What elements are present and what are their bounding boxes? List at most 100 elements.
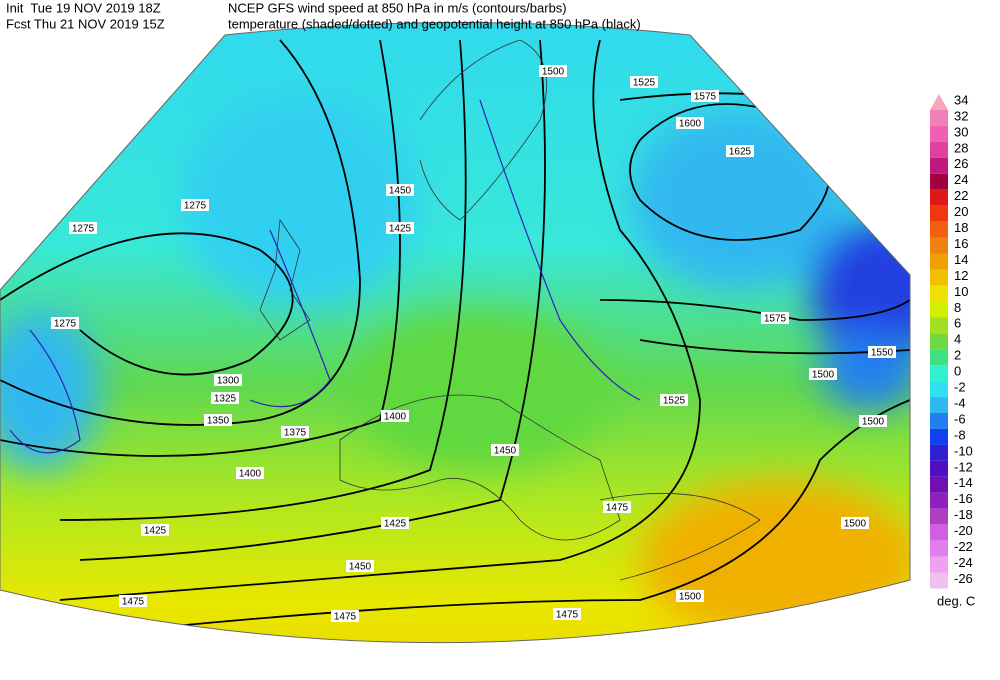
colorbar-label: -6	[954, 411, 966, 426]
colorbar-label: 22	[954, 188, 968, 203]
height-label: 1525	[663, 396, 686, 407]
height-label-bg	[761, 312, 789, 324]
height-label-bg	[726, 145, 754, 157]
height-label: 1625	[729, 147, 752, 158]
colorbar-label: 6	[954, 316, 961, 331]
colorbar-swatch	[930, 157, 948, 174]
colorbar-swatch	[930, 109, 948, 126]
colorbar-swatch	[930, 317, 948, 334]
colorbar-label: 10	[954, 284, 968, 299]
height-label-bg	[181, 199, 209, 211]
colorbar-swatch	[930, 444, 948, 461]
colorbar-label: -16	[954, 491, 973, 506]
height-label-bg	[676, 590, 704, 602]
height-label: 1475	[606, 503, 629, 514]
colorbar-label: 2	[954, 348, 961, 363]
colorbar-swatch	[930, 285, 948, 302]
title: NCEP GFS wind speed at 850 hPa in m/s (c…	[228, 0, 567, 15]
init-time: Init Tue 19 NOV 2019 18Z	[6, 0, 161, 15]
colorbar-label: -22	[954, 539, 973, 554]
forecast-time: Fcst Thu 21 NOV 2019 15Z	[6, 16, 165, 31]
height-label-bg	[386, 184, 414, 196]
height-contours	[0, 39, 910, 641]
colorbar-label: 8	[954, 300, 961, 315]
height-label: 1275	[72, 224, 95, 235]
colorbar-label: -18	[954, 507, 973, 522]
colorbar-swatch	[930, 141, 948, 158]
colorbar-swatch	[930, 428, 948, 445]
height-label: 1450	[389, 186, 412, 197]
height-label: 1500	[844, 519, 867, 530]
height-label-bg	[236, 467, 264, 479]
height-labels: 1275 1275 1275 1300 1325 1350 1375 1400 1400 1425…	[51, 65, 896, 623]
colorbar-label: 28	[954, 140, 968, 155]
height-label-bg	[539, 65, 567, 77]
subtitle: temperature (shaded/dotted) and geopoten…	[228, 16, 641, 31]
height-label: 1575	[764, 314, 787, 325]
height-label: 1400	[384, 412, 407, 423]
height-label-bg	[603, 501, 631, 513]
height-label: 1500	[812, 370, 835, 381]
height-label: 1550	[871, 348, 894, 359]
map-area	[0, 22, 910, 643]
height-label-bg	[204, 414, 232, 426]
colorbar-swatch	[930, 508, 948, 525]
colorbar-swatch	[930, 460, 948, 477]
colorbar-swatch	[930, 221, 948, 238]
colorbar-label: 26	[954, 156, 968, 171]
height-label: 1450	[494, 446, 517, 457]
height-label: 1425	[389, 224, 412, 235]
colorbar-label: -24	[954, 555, 973, 570]
colorbar-label: -14	[954, 475, 973, 490]
height-label: 1500	[862, 417, 885, 428]
colorbar-swatch	[930, 492, 948, 509]
height-label: 1300	[217, 376, 240, 387]
height-label-bg	[141, 524, 169, 536]
height-label: 1525	[633, 78, 656, 89]
colorbar-swatch	[930, 205, 948, 222]
height-label: 1425	[384, 519, 407, 530]
colorbar-label: 0	[954, 364, 961, 379]
colorbar-label: -2	[954, 380, 966, 395]
height-label-bg	[69, 222, 97, 234]
colorbar-label: 30	[954, 124, 968, 139]
colorbar-label: -12	[954, 459, 973, 474]
height-label-bg	[381, 517, 409, 529]
colorbar-label: -20	[954, 523, 973, 538]
colorbar-label: -10	[954, 443, 973, 458]
height-label-bg	[868, 346, 896, 358]
height-label-bg	[386, 222, 414, 234]
height-label-bg	[119, 595, 147, 607]
height-label: 1400	[239, 469, 262, 480]
colorbar-swatch	[930, 572, 948, 589]
colorbar-swatch	[930, 413, 948, 429]
height-label: 1475	[122, 597, 145, 608]
height-label-bg	[214, 374, 242, 386]
height-label: 1475	[334, 612, 357, 623]
height-label: 1325	[214, 394, 237, 405]
colorbar-label: 32	[954, 108, 968, 123]
height-label: 1275	[54, 319, 77, 330]
height-label: 1575	[694, 92, 717, 103]
colorbar-swatch	[930, 173, 948, 190]
colorbar-swatch	[930, 397, 948, 413]
height-label: 1500	[542, 67, 565, 78]
colorbar-label: 16	[954, 236, 968, 251]
colorbar-label: 24	[954, 172, 968, 187]
colorbar-swatch	[930, 125, 948, 142]
height-label-bg	[553, 608, 581, 620]
height-label-bg	[491, 444, 519, 456]
colorbar-label: -26	[954, 571, 973, 586]
height-label-bg	[691, 90, 719, 102]
colorbar-swatch	[930, 301, 948, 318]
height-label: 1450	[349, 562, 372, 573]
colorbar-label: 14	[954, 252, 968, 267]
height-label: 1500	[679, 592, 702, 603]
height-label-bg	[676, 117, 704, 129]
colorbar-swatch	[930, 524, 948, 541]
height-label-bg	[381, 410, 409, 422]
colorbar-label: 34	[954, 92, 968, 107]
height-label: 1375	[284, 428, 307, 439]
height-label-bg	[281, 426, 309, 438]
